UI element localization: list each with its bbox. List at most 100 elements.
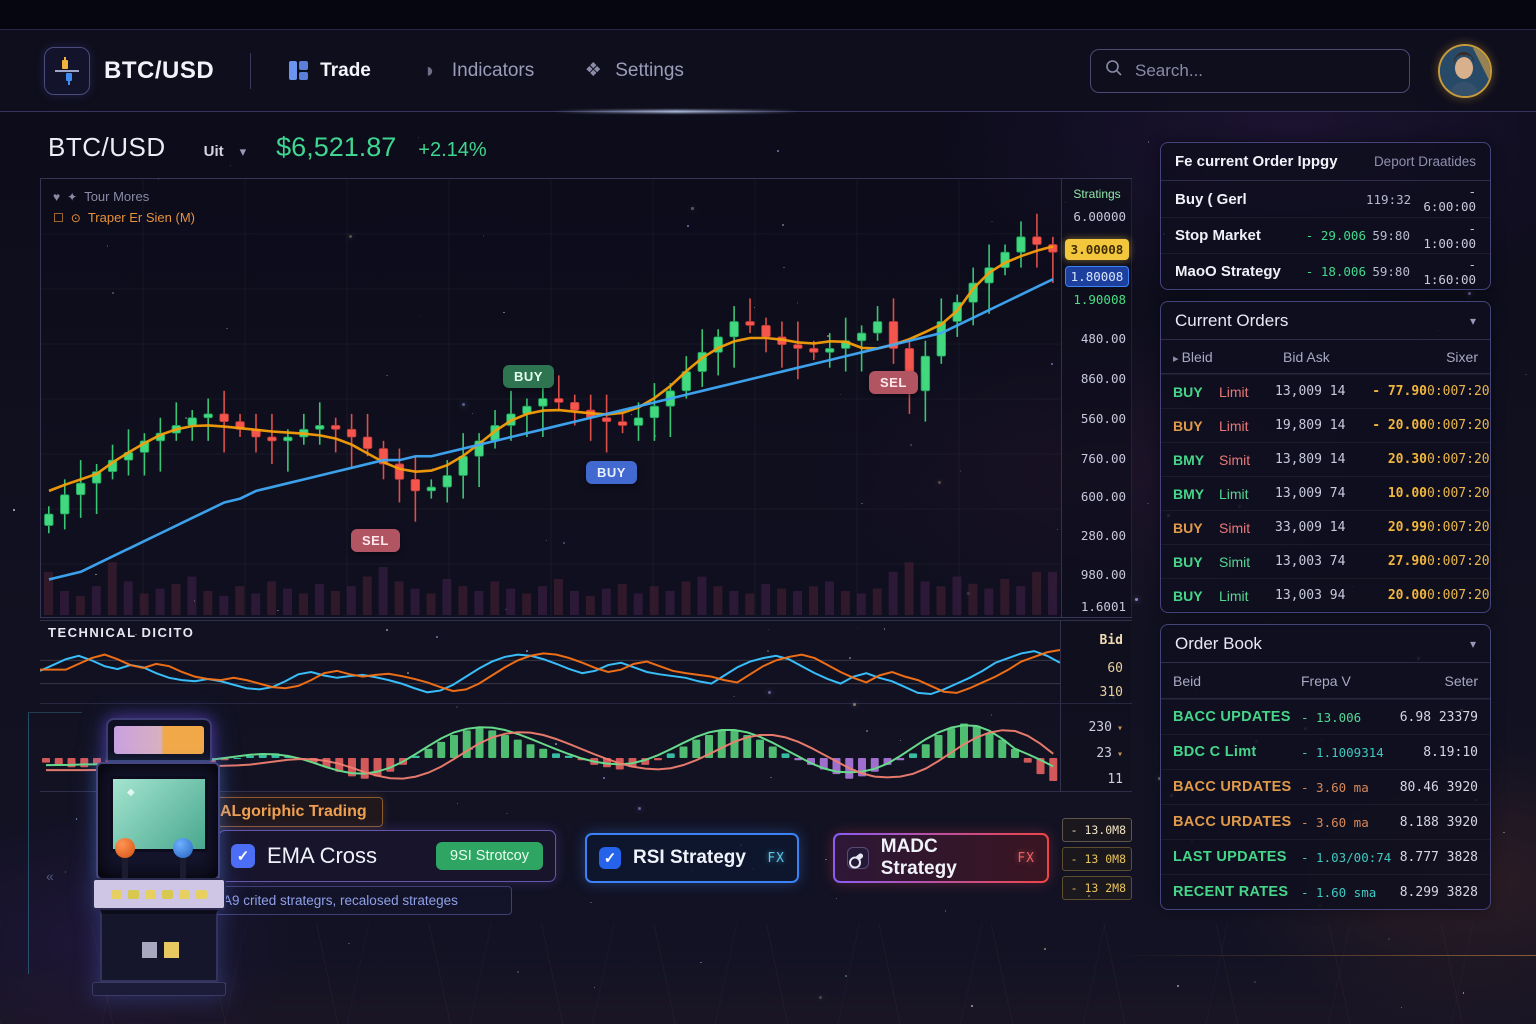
summary-row-name: Buy ( Gerl [1175, 190, 1247, 208]
chevron-down-icon[interactable]: ▾ [1116, 723, 1123, 734]
book-row-name: BACC URDATES [1173, 779, 1292, 795]
book-row[interactable]: BACC UPDATES - 13.006 6.98 23379 [1161, 699, 1490, 734]
signal-badge-buy: BUY [503, 365, 554, 388]
summary-row[interactable]: MaoO Strategy - 18.006 59:80 - 1:60:00 [1161, 253, 1490, 289]
book-row[interactable]: LAST UPDATES - 1.03/00:74 8.777 3828 [1161, 839, 1490, 874]
summary-row-duration: - 6:00:00 [1423, 184, 1476, 214]
window-top-strip [0, 0, 1536, 30]
star [229, 164, 232, 167]
book-row[interactable]: RECENT RATES - 1.60 sma 8.299 3828 [1161, 874, 1490, 909]
strategy-name: RSI Strategy [633, 847, 746, 868]
axis-price-label: 860.00 [1080, 371, 1126, 386]
legend-row-top: ♥ ✦ Tour Mores [53, 187, 195, 208]
order-book-panel: Order Book Beid Frepa V Seter BACC UPDAT… [1160, 624, 1491, 910]
checkbox-icon[interactable]: ☐ [53, 210, 64, 225]
nav-item-trade[interactable]: Trade [287, 60, 371, 82]
legend-row-bottom: ☐ ⊙ Traper Er Sien (M) [53, 208, 195, 229]
order-type: Simit [1219, 553, 1251, 570]
column-header[interactable]: Bid Ask [1283, 348, 1330, 365]
user-avatar[interactable] [1438, 43, 1492, 98]
summary-subtitle[interactable]: Deport Draatides [1373, 154, 1476, 169]
book-row[interactable]: BACC URDATES - 3.60 ma 8.188 3920 [1161, 804, 1490, 839]
strategy-action-button[interactable]: 9SI Strotcoy [436, 842, 543, 870]
order-row[interactable]: BUY Simit 13,003 74 27.90 0:007:20 [1161, 544, 1490, 578]
star [777, 150, 779, 152]
axis-price-label[interactable]: 3.00008 [1065, 239, 1129, 260]
summary-row-name: Stop Market [1175, 227, 1261, 244]
order-row[interactable]: BMY Limit 13,009 74 10.00 0:007:20 [1161, 476, 1490, 510]
book-row[interactable]: BDC C Limt - 1.1009314 8.19:10 [1161, 734, 1490, 769]
column-header[interactable]: Bleid [1173, 349, 1283, 365]
order-row[interactable]: BMY Simit 13,809 14 20.30 0:007:20 [1161, 442, 1490, 476]
summary-row-time: 59:80 [1372, 228, 1410, 243]
order-row[interactable]: BUY Limit 13,003 94 20.00 0:007:20 [1161, 578, 1490, 612]
order-time: 0:007:20 [1427, 452, 1490, 467]
order-price: 13,003 94 [1275, 588, 1346, 603]
axis-price-label: 600.00 [1080, 489, 1126, 504]
rsi-indicator-chart[interactable] [40, 637, 1060, 703]
star [818, 995, 822, 999]
rsi-axis-label: Bid [1099, 633, 1123, 648]
current-orders-header[interactable]: Current Orders [1161, 302, 1490, 340]
chevron-down-icon[interactable]: ▾ [1116, 749, 1123, 760]
search-input[interactable] [1133, 59, 1395, 82]
star [1177, 985, 1179, 987]
column-header[interactable]: Beid [1173, 672, 1202, 689]
star [590, 901, 592, 904]
order-row[interactable]: BUY Limit 19,809 14 - 20.00 0:007:20 [1161, 408, 1490, 442]
checked-checkbox-icon[interactable] [599, 847, 621, 869]
summary-row[interactable]: Buy ( Gerl 119:32 - 6:00:00 [1161, 181, 1490, 217]
order-time: 0:007:20 [1427, 520, 1490, 535]
chevron-down-icon[interactable] [1470, 314, 1476, 328]
rsi-indicator-panel: Technical Dicito Bid 60 310 [40, 620, 1132, 704]
summary-row[interactable]: Stop Market - 29.006 59:80 - 1:00:00 [1161, 217, 1490, 253]
orders-column-headers: Bleid Bid Ask Sixer [1161, 340, 1490, 374]
book-row[interactable]: BACC URDATES - 3.60 ma 80.46 3920 [1161, 769, 1490, 804]
nav-item-indicators[interactable]: ◗ Indicators [419, 60, 534, 82]
strategy-card-ema-cross[interactable]: EMA Cross 9SI Strotcoy [218, 830, 556, 882]
axis-price-label[interactable]: 1.80008 [1065, 266, 1129, 287]
candlestick-chart[interactable] [41, 179, 1061, 617]
order-amount: 10.00 [1387, 486, 1427, 501]
column-header[interactable]: Seter [1444, 672, 1478, 689]
order-side: BUY [1173, 587, 1203, 604]
star [1388, 938, 1390, 940]
book-row-value: - 13.006 [1301, 709, 1362, 725]
strategy-name: EMA Cross [267, 843, 378, 868]
book-row-total: 6.98 23379 [1399, 709, 1478, 725]
order-row[interactable]: BUY Limit 13,009 14 - 77.90 0:007:20 [1161, 374, 1490, 408]
nav-item-settings[interactable]: ❖ Settings [582, 60, 684, 82]
book-row-name: BACC URDATES [1173, 814, 1292, 830]
strategy-card-rsi[interactable]: RSI Strategy FX [585, 833, 799, 883]
book-row-value: - 1.60 sma [1301, 884, 1377, 900]
side-value: - 13 2M8 [1062, 876, 1132, 900]
macd-axis-label[interactable]: 230 ▾ [1088, 720, 1123, 735]
order-row[interactable]: BUY Simit 33,009 14 20.99 0:007:20 [1161, 510, 1490, 544]
column-header[interactable]: Frepa V [1301, 672, 1351, 689]
fx-glyph-icon: FX [767, 850, 785, 866]
chevron-down-icon[interactable] [240, 144, 247, 160]
book-row-name: BACC UPDATES [1173, 709, 1291, 725]
nav-divider [250, 52, 252, 89]
star [13, 509, 15, 511]
chevron-down-icon[interactable] [1470, 637, 1476, 651]
axis-header: Stratings [1073, 187, 1121, 201]
clock-icon: ⊙ [70, 210, 81, 225]
search-box[interactable] [1090, 48, 1410, 93]
macd-axis-label[interactable]: 23 ▾ [1096, 746, 1123, 761]
order-time: 0:007:20 [1427, 486, 1490, 501]
macd-axis-label: 11 [1107, 772, 1123, 787]
app-logo-icon [44, 46, 90, 95]
order-type: Simit [1219, 519, 1251, 536]
book-row-name: LAST UPDATES [1173, 849, 1287, 865]
strategy-card-madc[interactable]: MADC Strategy FX [833, 833, 1049, 883]
ticker-pair: BTC/USD [48, 132, 166, 162]
book-row-value: - 3.60 ma [1301, 814, 1369, 830]
horizon-line [1116, 955, 1536, 956]
checked-checkbox-icon[interactable] [231, 844, 255, 868]
signal-badge-sel: SEL [869, 371, 918, 394]
star [1147, 502, 1149, 505]
star [1525, 373, 1527, 376]
order-book-header[interactable]: Order Book [1161, 625, 1490, 663]
column-header[interactable]: Sixer [1446, 348, 1478, 365]
